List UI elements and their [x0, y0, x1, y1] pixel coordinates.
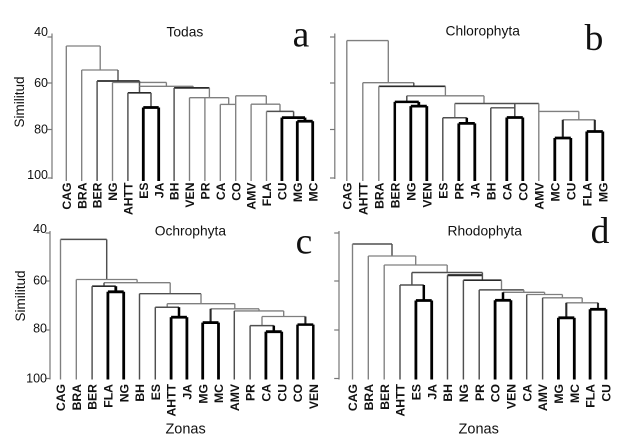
svg-text:CO: CO	[489, 384, 503, 402]
svg-text:Zonas: Zonas	[165, 422, 205, 438]
svg-text:CA: CA	[500, 182, 514, 200]
svg-text:Similitud: Similitud	[12, 76, 27, 127]
svg-text:NG: NG	[106, 183, 120, 201]
svg-text:NG: NG	[404, 183, 418, 201]
svg-text:60: 60	[33, 274, 47, 288]
svg-text:CA: CA	[214, 182, 228, 200]
svg-text:CU: CU	[600, 384, 614, 402]
svg-text:AHTT: AHTT	[122, 182, 136, 215]
svg-text:FLA: FLA	[580, 182, 594, 206]
svg-text:a: a	[293, 15, 310, 56]
svg-text:MC: MC	[306, 182, 320, 201]
svg-text:CO: CO	[229, 182, 243, 200]
svg-text:MG: MG	[291, 183, 305, 203]
svg-text:FLA: FLA	[584, 384, 598, 408]
svg-text:CU: CU	[275, 384, 289, 402]
svg-text:BER: BER	[91, 182, 105, 208]
svg-text:JA: JA	[468, 182, 482, 198]
svg-text:Similitud: Similitud	[13, 270, 28, 321]
svg-text:BRA: BRA	[372, 182, 386, 209]
svg-text:VEN: VEN	[307, 384, 321, 409]
svg-text:CAG: CAG	[60, 183, 74, 210]
svg-text:AHTT: AHTT	[165, 383, 179, 416]
svg-text:AHTT: AHTT	[356, 182, 370, 215]
svg-text:BH: BH	[441, 384, 455, 402]
svg-text:JA: JA	[425, 384, 439, 400]
svg-text:80: 80	[34, 123, 48, 137]
svg-text:CAG: CAG	[346, 384, 360, 411]
svg-text:ES: ES	[436, 183, 450, 199]
svg-text:BH: BH	[484, 183, 498, 201]
svg-text:MG: MG	[552, 384, 566, 404]
svg-text:VEN: VEN	[420, 183, 434, 208]
svg-text:CO: CO	[291, 384, 305, 402]
svg-text:AMV: AMV	[245, 182, 259, 210]
svg-text:40: 40	[34, 25, 48, 39]
svg-text:AMV: AMV	[536, 383, 550, 411]
svg-text:80: 80	[33, 322, 47, 336]
svg-text:MC: MC	[212, 384, 226, 403]
svg-text:CU: CU	[564, 182, 578, 200]
svg-text:MC: MC	[548, 182, 562, 201]
svg-text:MG: MG	[196, 384, 210, 404]
svg-text:CA: CA	[260, 384, 274, 402]
svg-text:BRA: BRA	[70, 384, 84, 411]
svg-text:PR: PR	[199, 182, 213, 199]
svg-text:Rhodophyta: Rhodophyta	[447, 224, 522, 239]
svg-text:MC: MC	[568, 384, 582, 403]
svg-text:NG: NG	[117, 384, 131, 402]
svg-text:BRA: BRA	[75, 182, 89, 209]
svg-text:AMV: AMV	[228, 383, 242, 411]
svg-text:CU: CU	[276, 182, 290, 200]
svg-text:AHTT: AHTT	[394, 383, 408, 416]
svg-text:JA: JA	[181, 384, 195, 400]
svg-text:MG: MG	[596, 183, 610, 203]
svg-text:40: 40	[33, 222, 47, 236]
svg-text:CAG: CAG	[54, 384, 68, 411]
svg-text:BER: BER	[378, 384, 392, 410]
svg-text:60: 60	[34, 76, 48, 90]
svg-text:BH: BH	[168, 183, 182, 201]
svg-text:Zonas: Zonas	[459, 422, 499, 438]
svg-text:CO: CO	[516, 183, 530, 201]
svg-text:BH: BH	[133, 384, 147, 402]
svg-text:b: b	[585, 18, 604, 59]
svg-text:BER: BER	[86, 384, 100, 410]
svg-text:c: c	[296, 221, 313, 262]
svg-text:ES: ES	[149, 384, 163, 400]
svg-text:PR: PR	[473, 384, 487, 401]
svg-text:Chlorophyta: Chlorophyta	[445, 23, 520, 38]
svg-text:ES: ES	[409, 384, 423, 400]
svg-text:NG: NG	[457, 384, 471, 402]
svg-text:VEN: VEN	[183, 183, 197, 208]
svg-text:FLA: FLA	[102, 384, 116, 408]
svg-text:PR: PR	[244, 384, 258, 401]
svg-text:100: 100	[27, 168, 48, 182]
svg-text:100: 100	[26, 371, 47, 385]
svg-text:AMV: AMV	[532, 182, 546, 210]
svg-text:VEN: VEN	[505, 384, 519, 409]
svg-text:BER: BER	[388, 182, 402, 208]
svg-text:CAG: CAG	[340, 183, 354, 210]
svg-text:PR: PR	[452, 182, 466, 199]
svg-text:Ochrophyta: Ochrophyta	[155, 224, 227, 239]
svg-text:ES: ES	[137, 183, 151, 199]
svg-text:FLA: FLA	[260, 182, 274, 206]
svg-text:CA: CA	[520, 384, 534, 402]
svg-text:BRA: BRA	[362, 384, 376, 411]
svg-text:d: d	[591, 211, 610, 252]
svg-text:Todas: Todas	[166, 25, 203, 40]
svg-text:JA: JA	[152, 182, 166, 198]
